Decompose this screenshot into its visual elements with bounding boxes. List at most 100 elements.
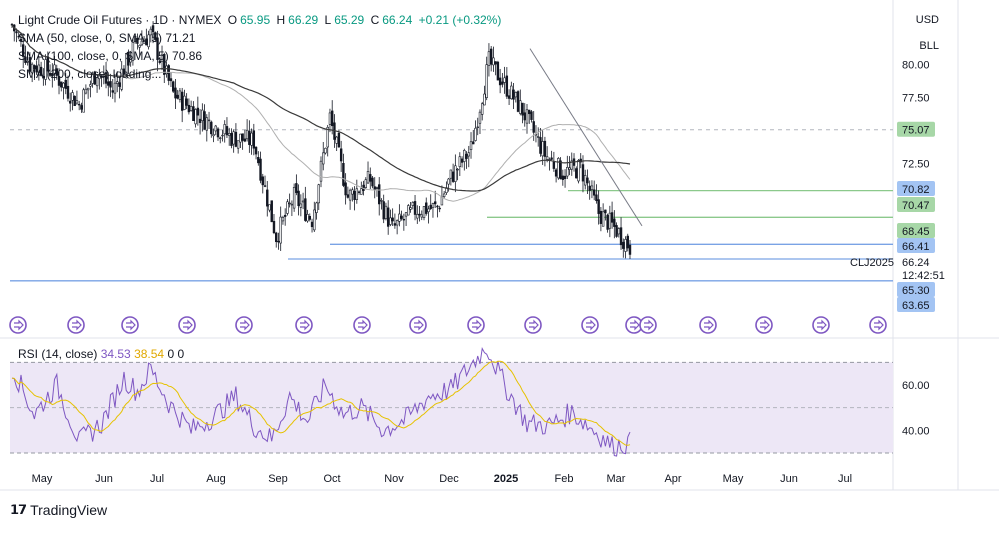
candle-body [295,183,298,193]
event-icon[interactable] [9,316,27,334]
candle [230,128,233,149]
x-tick-label: Oct [323,473,340,485]
symbol-title: Light Crude Oil Futures · 1D · NYMEX [18,13,222,27]
candle-body [216,128,220,138]
candle [66,75,70,102]
candle [371,175,374,189]
candle [514,91,518,103]
candle-body [613,218,616,227]
candle-body [521,102,524,116]
candle-body [395,220,399,226]
candle-body [111,90,114,93]
candle-body [322,152,325,165]
candle [196,96,200,126]
event-icon[interactable] [467,316,485,334]
event-icon[interactable] [524,316,542,334]
candle-body [615,225,618,237]
event-icon[interactable] [699,316,717,334]
candle [404,212,408,227]
price-label: 63.65 [902,300,930,312]
event-icon[interactable] [295,316,313,334]
event-icon[interactable] [121,316,139,334]
event-circle-icon [67,316,85,334]
candle [75,90,79,105]
candle [266,181,269,217]
candle-body [601,211,605,227]
candle [604,209,607,221]
candle-body [212,134,215,137]
candle-body [42,75,45,79]
candle-body [80,105,83,110]
event-icon[interactable] [869,316,887,334]
candle-body [30,63,34,74]
candle [563,169,567,188]
candle-body [427,208,430,213]
candle [510,81,513,100]
candle-body [82,89,85,113]
event-icon[interactable] [67,316,85,334]
candle-body [541,141,544,157]
candle [310,218,314,233]
candle-body [140,40,144,46]
candle-body [577,160,580,182]
price-label: 65.30 [902,285,930,297]
candle-body [286,201,289,214]
candle-body [536,136,540,138]
candle-body [48,72,52,76]
sma-200-legend[interactable]: SMA (200, close) loading... [18,67,162,81]
rsi-tick-label: 60.00 [902,380,930,392]
candle-body [505,75,509,97]
event-icon[interactable] [581,316,599,334]
event-arrow-icon [126,319,136,331]
tradingview-footer[interactable]: 𝟭𝟳 TradingView [10,502,107,518]
rsi-legend[interactable]: RSI (14, close) 34.53 38.54 0 0 [18,347,184,361]
candle-body [62,82,65,88]
candle [28,52,32,75]
candle [270,200,273,223]
candle-body [366,171,370,184]
event-icon[interactable] [353,316,371,334]
tradingview-brand: TradingView [30,502,108,518]
candle-body [507,95,511,99]
currency-label[interactable]: USD [915,14,939,26]
event-icon[interactable] [755,316,773,334]
event-circle-icon [524,316,542,334]
candle-body [588,185,591,191]
candle-body [465,153,468,159]
candle [201,103,204,132]
event-icon[interactable] [409,316,427,334]
x-tick-label: Jun [95,473,113,485]
candle [176,89,179,100]
event-icon[interactable] [178,316,196,334]
candle [299,194,303,217]
candle-body [116,81,119,84]
candle-body [460,158,464,163]
candle [306,209,309,223]
event-circle-icon [235,316,253,334]
event-circle-icon [467,316,485,334]
candle-body [288,202,291,205]
symbol-legend: Light Crude Oil Futures · 1D · NYMEX O 65… [18,13,504,27]
candle-body [628,244,632,255]
candle [60,81,63,92]
rsi-extra-1: 0 [167,347,175,361]
candle [460,156,464,168]
candle-body [476,126,479,129]
candle-body [263,185,267,187]
unit-label[interactable]: BLL [919,40,939,52]
event-icon[interactable] [235,316,253,334]
candle-body [194,109,197,125]
candle-body [407,205,410,216]
event-icon[interactable] [639,316,657,334]
candle-body [203,111,206,130]
candle [129,50,132,67]
candle [252,123,256,156]
candle [212,128,215,143]
sma-50-legend[interactable]: SMA (50, close, 0, SMA, 5) 71.21 [18,31,196,45]
candle-body [118,82,121,87]
sma-100-legend[interactable]: SMA (100, close, 0, SMA, 5) 70.86 [18,49,203,63]
candle [568,156,571,176]
event-icon[interactable] [812,316,830,334]
candle-body [436,205,439,208]
